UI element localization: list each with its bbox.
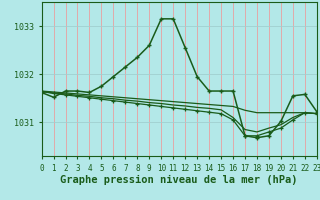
- X-axis label: Graphe pression niveau de la mer (hPa): Graphe pression niveau de la mer (hPa): [60, 175, 298, 185]
